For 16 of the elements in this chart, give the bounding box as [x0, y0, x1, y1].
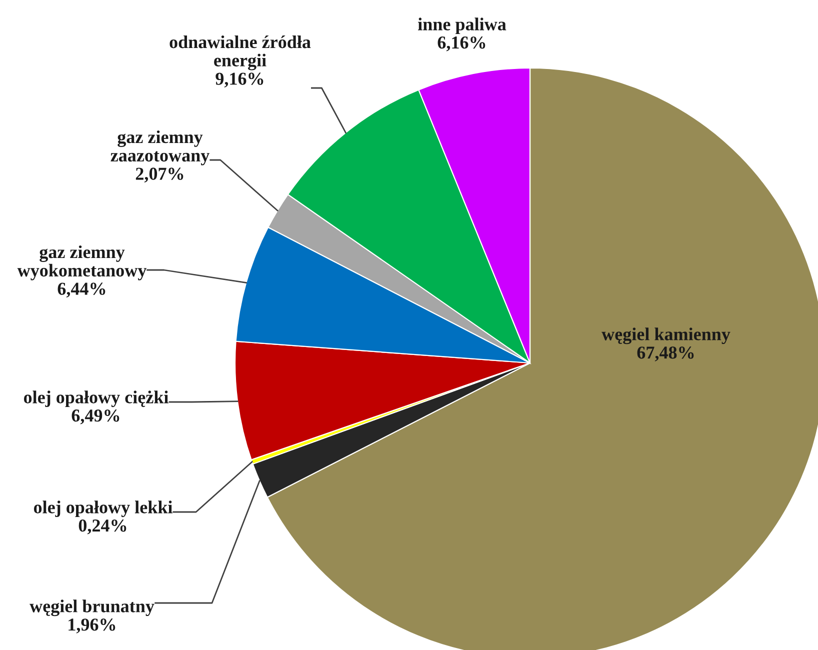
data-label: 67,48% — [637, 346, 694, 362]
data-label: 6,44% — [58, 282, 106, 298]
slice-label: węgiel kamienny — [602, 328, 730, 344]
slice-label: olej opałowy ciężki — [24, 390, 168, 408]
data-label: 6,16% — [438, 36, 486, 52]
data-label: 0,24% — [78, 519, 126, 534]
slice-label: olej opałowy lekki — [34, 500, 172, 518]
slice-label: gaz ziemny zaazotowany — [110, 130, 210, 166]
data-label: 2,07% — [136, 168, 184, 182]
slice-label: węgiel brunatny — [30, 600, 154, 616]
data-label: 9,16% — [216, 72, 264, 88]
slice-label: inne paliwa — [418, 18, 506, 34]
data-label: 1,96% — [68, 618, 116, 634]
data-label: 6,49% — [72, 409, 120, 424]
slice-label: odnawialne źródła energii — [170, 35, 311, 70]
slice-label: gaz ziemny wyokometanowy — [17, 245, 147, 280]
